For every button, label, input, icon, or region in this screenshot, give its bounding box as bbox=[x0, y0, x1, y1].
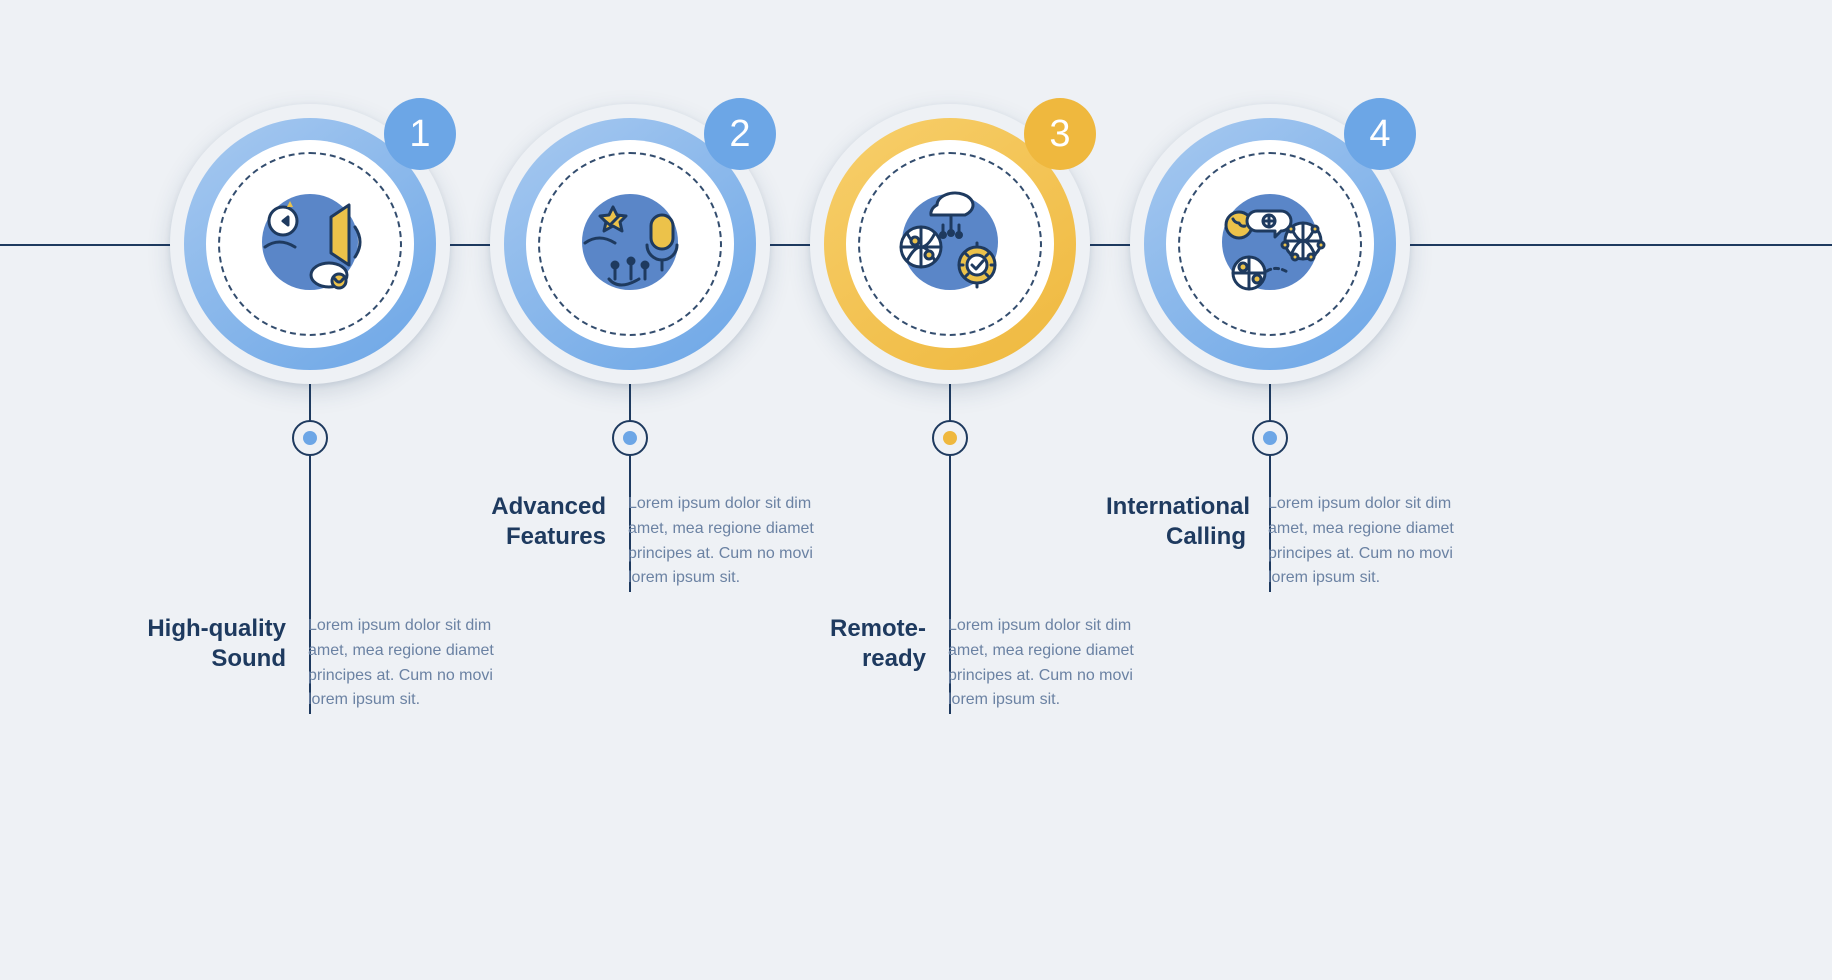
step-dot-core bbox=[1263, 431, 1277, 445]
step-title: High-qualitySound bbox=[146, 614, 286, 713]
step-dot bbox=[292, 420, 328, 456]
step-dot bbox=[1252, 420, 1288, 456]
step-body: Lorem ipsum dolor sit dim amet, mea regi… bbox=[628, 492, 853, 591]
step-body: Lorem ipsum dolor sit dim amet, mea regi… bbox=[948, 614, 1173, 713]
step-body: Lorem ipsum dolor sit dim amet, mea regi… bbox=[1268, 492, 1493, 591]
step-number: 2 bbox=[729, 113, 750, 156]
step-text-block: Remote-ready Lorem ipsum dolor sit dim a… bbox=[786, 614, 1176, 713]
step-number: 3 bbox=[1049, 113, 1070, 156]
step-number-badge: 1 bbox=[384, 98, 456, 170]
step-circle: 2 bbox=[490, 104, 770, 384]
step-dashed-ring bbox=[218, 152, 402, 336]
step-title: AdvancedFeatures bbox=[466, 492, 606, 591]
step-text-block: AdvancedFeatures Lorem ipsum dolor sit d… bbox=[466, 492, 856, 591]
step-dot-core bbox=[303, 431, 317, 445]
step-body: Lorem ipsum dolor sit dim amet, mea regi… bbox=[308, 614, 533, 713]
step-text-block: High-qualitySound Lorem ipsum dolor sit … bbox=[146, 614, 536, 713]
step-number: 4 bbox=[1369, 113, 1390, 156]
step-dot-core bbox=[943, 431, 957, 445]
step-dot-core bbox=[623, 431, 637, 445]
step-number-badge: 3 bbox=[1024, 98, 1096, 170]
step-dot bbox=[932, 420, 968, 456]
step-dashed-ring bbox=[858, 152, 1042, 336]
step-text-block: InternationalCalling Lorem ipsum dolor s… bbox=[1106, 492, 1496, 591]
step-circle: 4 bbox=[1130, 104, 1410, 384]
step-circle: 1 bbox=[170, 104, 450, 384]
step-number: 1 bbox=[409, 113, 430, 156]
step-title: InternationalCalling bbox=[1106, 492, 1246, 591]
step-dashed-ring bbox=[1178, 152, 1362, 336]
step-number-badge: 2 bbox=[704, 98, 776, 170]
step-dot bbox=[612, 420, 648, 456]
step-title: Remote-ready bbox=[786, 614, 926, 713]
step-circle: 3 bbox=[810, 104, 1090, 384]
step-number-badge: 4 bbox=[1344, 98, 1416, 170]
step-dashed-ring bbox=[538, 152, 722, 336]
